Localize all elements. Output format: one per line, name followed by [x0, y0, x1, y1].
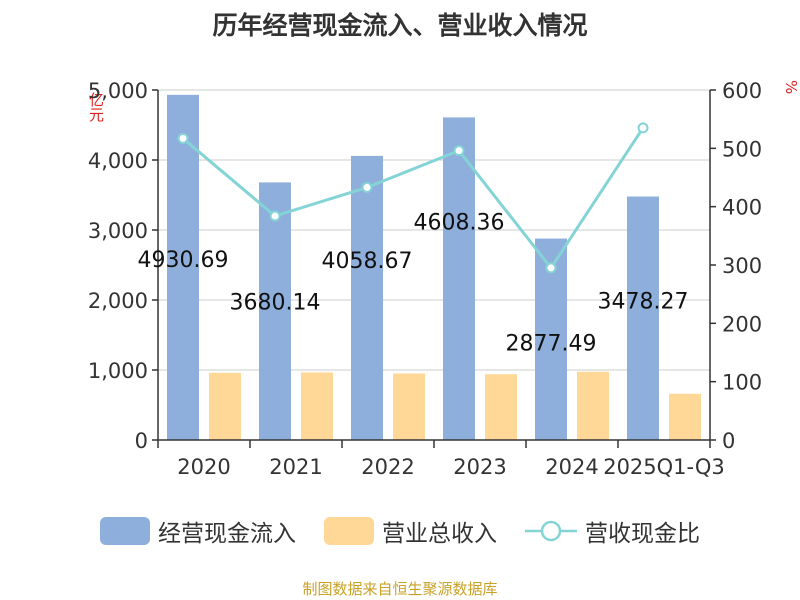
data-source-note: 制图数据来自恒生聚源数据库 [302, 580, 498, 598]
y-right-tick-label: 600 [722, 79, 762, 103]
bar-cash-inflow [351, 155, 383, 440]
legend-item-revenue[interactable]: 营业总收入 [324, 514, 497, 548]
y-axis-left-label: 亿元 [87, 92, 105, 122]
legend-label-ratio: 营收现金比 [585, 521, 700, 547]
ratio-point [177, 132, 189, 144]
ratio-point [637, 122, 649, 134]
y-right-tick-label: 200 [722, 312, 762, 336]
legend-label-cash-inflow: 经营现金流入 [158, 521, 296, 547]
legend-item-cash-inflow[interactable]: 经营现金流入 [100, 514, 296, 548]
x-tick-label: 2022 [361, 455, 414, 479]
ratio-point [545, 262, 557, 274]
legend-label-revenue: 营业总收入 [382, 521, 497, 547]
ratio-point [453, 145, 465, 157]
y-left-tick-label: 1,000 [88, 359, 148, 383]
y-left-tick-label: 2,000 [88, 289, 148, 313]
y-left-tick-label: 5,000 [88, 79, 148, 103]
bar-revenue [669, 393, 701, 440]
data-label-cash-inflow: 4058.67 [322, 249, 413, 274]
x-tick-label: 2023 [453, 455, 506, 479]
legend-swatch-ratio [525, 520, 577, 542]
legend-swatch-cash-inflow [100, 517, 150, 545]
bar-cash-inflow [167, 94, 199, 441]
x-tick-label: 2024 [545, 455, 598, 479]
bar-cash-inflow [259, 182, 291, 440]
y-right-tick-label: 0 [722, 429, 735, 453]
y-left-tick-label: 0 [135, 429, 148, 453]
bar-cash-inflow [443, 117, 475, 441]
data-label-cash-inflow: 3478.27 [598, 290, 689, 315]
data-label-cash-inflow: 4930.69 [138, 248, 229, 273]
bar-revenue [301, 372, 333, 440]
y-left-tick-label: 4,000 [88, 149, 148, 173]
y-left-tick-label: 3,000 [88, 219, 148, 243]
y-right-tick-label: 400 [722, 196, 762, 220]
bar-cash-inflow [627, 196, 659, 440]
legend-item-ratio[interactable]: 营收现金比 [525, 514, 700, 548]
y-right-tick-label: 500 [722, 137, 762, 161]
x-tick-label: 2021 [269, 455, 322, 479]
y-right-tick-label: 100 [722, 371, 762, 395]
x-tick-label: 2025Q1-Q3 [603, 455, 725, 479]
y-right-tick-label: 300 [722, 254, 762, 278]
x-tick-label: 2020 [177, 455, 230, 479]
y-axis-right-label: % [782, 80, 800, 95]
data-label-cash-inflow: 2877.49 [506, 332, 597, 357]
legend: 经营现金流入 营业总收入 营收现金比 [0, 514, 800, 548]
ratio-line [182, 127, 645, 271]
ratio-point [269, 210, 281, 222]
bar-revenue [577, 371, 609, 440]
bar-revenue [393, 373, 425, 440]
chart-title: 历年经营现金流入、营业收入情况 [212, 11, 588, 40]
bar-revenue [485, 374, 517, 440]
data-label-cash-inflow: 3680.14 [230, 290, 321, 315]
legend-swatch-revenue [324, 517, 374, 545]
data-label-cash-inflow: 4608.36 [414, 210, 505, 235]
bar-revenue [209, 372, 241, 440]
ratio-point [361, 181, 373, 193]
